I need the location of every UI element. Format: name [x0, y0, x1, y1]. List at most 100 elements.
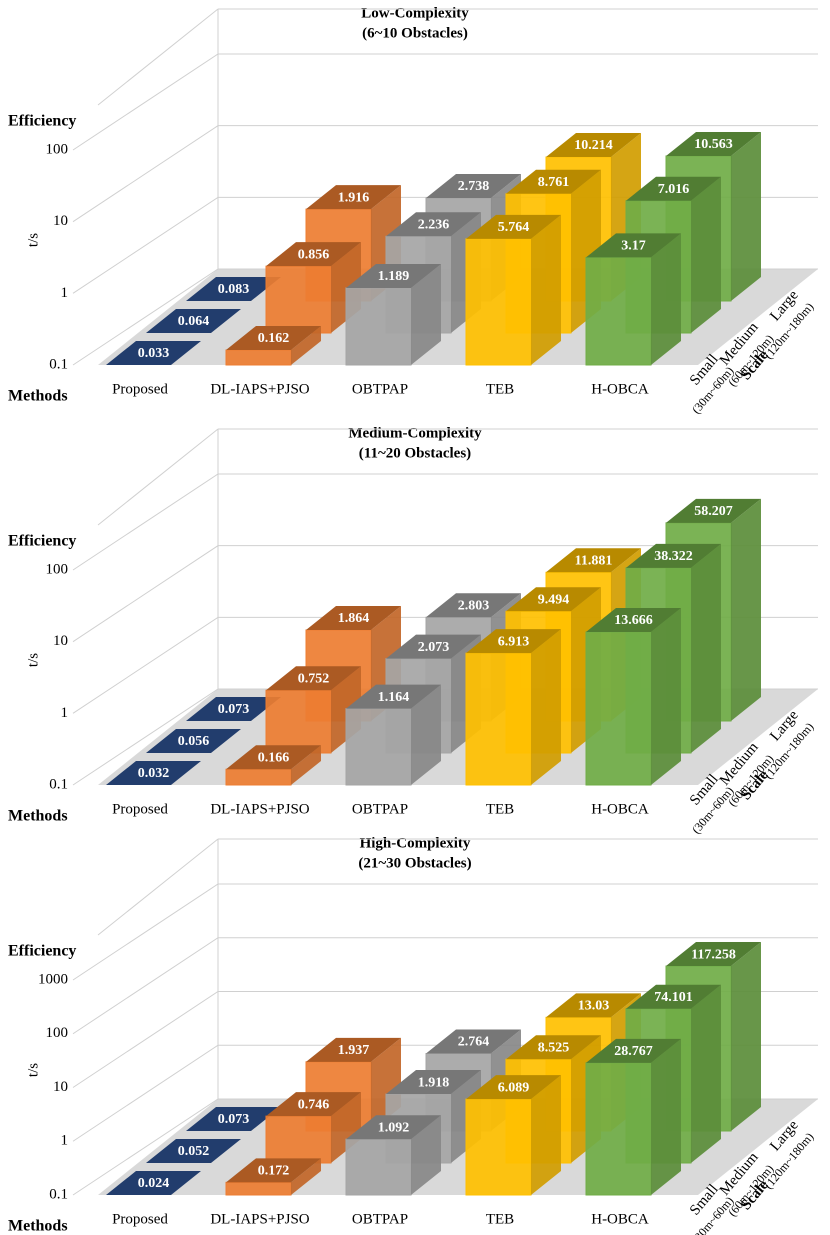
y-tick-label: 0.1 — [49, 776, 68, 792]
data-label: 1.092 — [378, 1120, 410, 1135]
data-label: 10.214 — [574, 138, 613, 153]
y-axis-label: t/s — [25, 233, 41, 247]
bar-top — [466, 1075, 561, 1100]
data-label: 0.172 — [258, 1164, 290, 1179]
bar-side — [411, 684, 441, 785]
bar-top — [426, 1029, 521, 1054]
bar-top — [626, 984, 721, 1009]
bar-top — [226, 1158, 321, 1183]
data-label: 28.767 — [614, 1044, 653, 1059]
bar-top — [546, 548, 641, 573]
grid-line — [72, 473, 818, 571]
x-tick-label: DL-IAPS+PJSO — [210, 381, 309, 397]
bar-top — [666, 131, 761, 156]
bar-side — [291, 325, 321, 365]
x-tick-label: TEB — [486, 1211, 514, 1227]
data-label: 1.937 — [338, 1043, 370, 1058]
data-label: 1.864 — [338, 611, 370, 626]
bar-front — [225, 349, 292, 366]
y-tick-label: 10 — [53, 213, 68, 229]
x-tick-label: OBTPAP — [352, 1211, 408, 1227]
data-label: 74.101 — [654, 990, 693, 1005]
data-label: 0.056 — [178, 734, 210, 749]
bar-top — [226, 745, 321, 770]
data-label: 9.494 — [538, 593, 570, 608]
bar-top — [266, 242, 361, 267]
data-label: 0.052 — [178, 1144, 210, 1159]
data-label: 7.016 — [658, 182, 690, 197]
bar-front — [265, 265, 332, 334]
bar-top — [546, 133, 641, 158]
bar-top — [266, 666, 361, 691]
bar-front — [585, 1062, 652, 1196]
bar-front — [225, 1181, 292, 1196]
bar-top — [666, 942, 761, 967]
x-axis-label: Methods — [8, 388, 68, 405]
y-tick-label: 10 — [53, 633, 68, 649]
bar-top — [306, 605, 401, 630]
bar-top — [386, 634, 481, 659]
data-label: 0.064 — [178, 314, 210, 329]
bar-side — [651, 607, 681, 785]
bar-side — [731, 498, 761, 721]
bar-front — [225, 768, 292, 786]
data-label: 2.073 — [418, 640, 450, 655]
y-tick-label: 100 — [46, 141, 69, 157]
bar-side — [691, 984, 721, 1163]
bar-front — [345, 1138, 412, 1196]
bar-top — [306, 1037, 401, 1062]
x-axis-label: Methods — [8, 1218, 68, 1235]
data-label: 0.752 — [298, 671, 330, 686]
chart-subtitle: (21~30 Obstacles) — [358, 855, 471, 871]
data-label: 38.322 — [654, 549, 693, 564]
data-label: 0.162 — [258, 331, 290, 346]
data-label: 0.032 — [138, 766, 170, 781]
data-label: 117.258 — [691, 947, 736, 962]
data-label: 1.918 — [418, 1075, 450, 1090]
bar-side — [291, 745, 321, 785]
bar-top — [586, 233, 681, 258]
x-tick-label: Proposed — [112, 1211, 168, 1227]
wall-edge — [97, 838, 219, 936]
bar-top — [426, 593, 521, 618]
bar-top — [386, 1070, 481, 1095]
wall-edge — [97, 8, 219, 106]
bar-top — [186, 1107, 281, 1131]
x-tick-label: H-OBCA — [591, 801, 649, 817]
bar-top — [506, 169, 601, 194]
bar-top — [426, 173, 521, 198]
bar-side — [411, 1115, 441, 1195]
y-tick-label: 10 — [53, 1079, 68, 1095]
x-tick-label: H-OBCA — [591, 381, 649, 397]
bar-front — [345, 708, 412, 786]
y-tick-label: 1 — [61, 1133, 69, 1149]
data-label: 0.856 — [298, 247, 330, 262]
bar-front — [585, 256, 652, 366]
bar-top — [626, 543, 721, 568]
bar-front — [465, 238, 532, 366]
bar-top — [346, 1115, 441, 1140]
bar-side — [531, 629, 561, 785]
y-axis-label: t/s — [25, 653, 41, 667]
chart-title: Low-Complexity — [361, 5, 469, 21]
bar-side — [691, 176, 721, 333]
y-tick-label: 100 — [46, 561, 69, 577]
bar-top — [346, 263, 441, 288]
data-label: 58.207 — [694, 504, 733, 519]
data-label: 1.916 — [338, 190, 370, 205]
data-label: 10.563 — [694, 137, 733, 152]
bar-front — [345, 287, 412, 366]
grid-line — [72, 991, 818, 1088]
bar-top — [586, 607, 681, 632]
bar-top — [306, 185, 401, 210]
y-title: Efficiency — [8, 533, 76, 550]
bar-top — [386, 212, 481, 237]
bar-top — [146, 1139, 241, 1163]
x-tick-label: DL-IAPS+PJSO — [210, 1211, 309, 1227]
x-tick-label: DL-IAPS+PJSO — [210, 801, 309, 817]
bar-top — [506, 1035, 601, 1060]
data-label: 6.913 — [498, 634, 530, 649]
grid-line — [72, 53, 818, 151]
grid-line — [72, 883, 818, 981]
bar-side — [691, 543, 721, 753]
